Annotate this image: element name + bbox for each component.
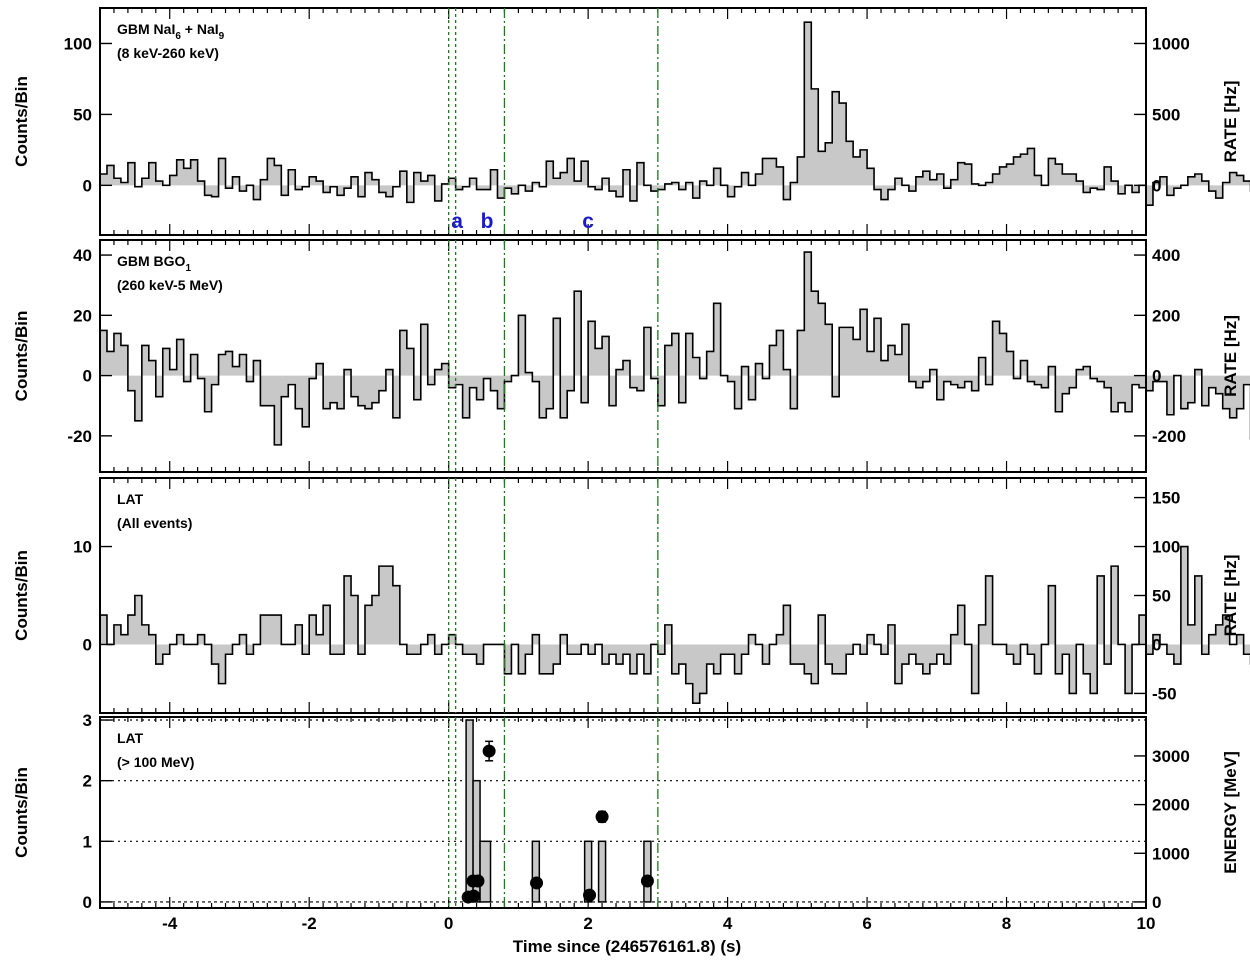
right-axis-label: ENERGY [MeV] bbox=[1221, 751, 1240, 874]
count-bin bbox=[643, 840, 652, 903]
y-tick-label: -20 bbox=[67, 427, 92, 446]
panel-subtitle: (260 keV-5 MeV) bbox=[117, 277, 223, 293]
count-bin bbox=[531, 840, 541, 903]
right-tick-label: -50 bbox=[1152, 684, 1177, 703]
panel-frame bbox=[99, 716, 1147, 909]
y-tick-label: 0 bbox=[83, 635, 92, 654]
x-tick-label: 6 bbox=[862, 914, 871, 933]
right-tick-label: 500 bbox=[1152, 105, 1180, 124]
y-axis-label: Counts/Bin bbox=[12, 311, 31, 402]
right-tick-label: 0 bbox=[1152, 367, 1161, 386]
x-tick-label: 0 bbox=[444, 914, 453, 933]
y-axis-label: Counts/Bin bbox=[12, 550, 31, 641]
right-tick-label: 1000 bbox=[1152, 34, 1190, 53]
photon-event bbox=[482, 744, 496, 758]
x-tick-label: -2 bbox=[302, 914, 317, 933]
step-line bbox=[100, 251, 1250, 446]
y-tick-label: 1 bbox=[83, 832, 92, 851]
y-tick-label: 50 bbox=[73, 105, 92, 124]
x-tick-label: 2 bbox=[583, 914, 592, 933]
interval-label-c: c bbox=[582, 210, 594, 233]
panel-title: GBM NaI6 + NaI9 bbox=[117, 21, 225, 42]
panel-4: 0 1 2 3 0 1000 2000 3000 Counts/Bin ENERGY [MeV] L… bbox=[12, 711, 1240, 933]
y-tick-label: 0 bbox=[83, 367, 92, 386]
x-tick-label: 10 bbox=[1137, 914, 1156, 933]
right-tick-label: 3000 bbox=[1152, 747, 1190, 766]
y-axis-label: Counts/Bin bbox=[12, 76, 31, 167]
photon-event bbox=[583, 888, 597, 902]
interval-label-b: b bbox=[481, 210, 494, 233]
right-tick-label: 200 bbox=[1152, 306, 1180, 325]
photon-event bbox=[640, 874, 654, 888]
y-axis-label: Counts/Bin bbox=[12, 767, 31, 858]
x-tick-label: 8 bbox=[1002, 914, 1011, 933]
right-tick-label: 2000 bbox=[1152, 796, 1190, 815]
photon-event bbox=[467, 889, 481, 903]
panel-frame bbox=[99, 239, 1147, 473]
panel-title: LAT bbox=[117, 491, 144, 507]
photon-event bbox=[595, 810, 609, 824]
right-tick-label: 0 bbox=[1152, 893, 1161, 912]
y-tick-label: 100 bbox=[64, 34, 92, 53]
y-tick-label: 2 bbox=[83, 772, 92, 791]
right-tick-label: 400 bbox=[1152, 246, 1180, 265]
right-tick-label: 100 bbox=[1152, 538, 1180, 557]
y-tick-label: 40 bbox=[73, 246, 92, 265]
x-axis-label: Time since (246576161.8) (s) bbox=[513, 937, 741, 956]
area-fill bbox=[100, 546, 1250, 704]
interval-label-a: a bbox=[451, 210, 463, 233]
y-tick-label: 20 bbox=[73, 306, 92, 325]
right-tick-label: 150 bbox=[1152, 489, 1180, 508]
step-line bbox=[100, 21, 1250, 207]
panel-subtitle: (All events) bbox=[117, 515, 192, 531]
right-tick-label: 50 bbox=[1152, 587, 1171, 606]
y-tick-label: 0 bbox=[83, 893, 92, 912]
y-tick-label: 3 bbox=[83, 711, 92, 730]
right-axis-label: RATE [Hz] bbox=[1221, 555, 1240, 637]
area-fill bbox=[100, 22, 1250, 206]
right-tick-label: 1000 bbox=[1152, 844, 1190, 863]
right-tick-label: 0 bbox=[1152, 635, 1161, 654]
panel-subtitle: (> 100 MeV) bbox=[117, 754, 194, 770]
x-tick-label: -4 bbox=[162, 914, 178, 933]
panel-subtitle: (8 keV-260 keV) bbox=[117, 45, 219, 61]
y-tick-label: 10 bbox=[73, 538, 92, 557]
step-line bbox=[100, 545, 1250, 705]
panel-title: LAT bbox=[117, 730, 144, 746]
x-tick-label: 4 bbox=[723, 914, 733, 933]
photon-event bbox=[530, 876, 544, 890]
area-fill bbox=[100, 252, 1250, 445]
right-axis-label: RATE [Hz] bbox=[1221, 315, 1240, 397]
count-bin bbox=[597, 840, 607, 903]
right-axis-label: RATE [Hz] bbox=[1221, 81, 1240, 163]
photon-event bbox=[471, 874, 485, 888]
panel-frame bbox=[99, 7, 1147, 236]
count-bin bbox=[479, 840, 492, 903]
y-tick-label: 0 bbox=[83, 176, 92, 195]
panel-title: GBM BGO1 bbox=[117, 253, 191, 274]
right-tick-label: -200 bbox=[1152, 427, 1186, 446]
panel-3: 0 10 -50 0 50 100 150 Counts/Bin RATE [Hz] LAT (Al… bbox=[12, 477, 1250, 714]
right-tick-label: 0 bbox=[1152, 176, 1161, 195]
